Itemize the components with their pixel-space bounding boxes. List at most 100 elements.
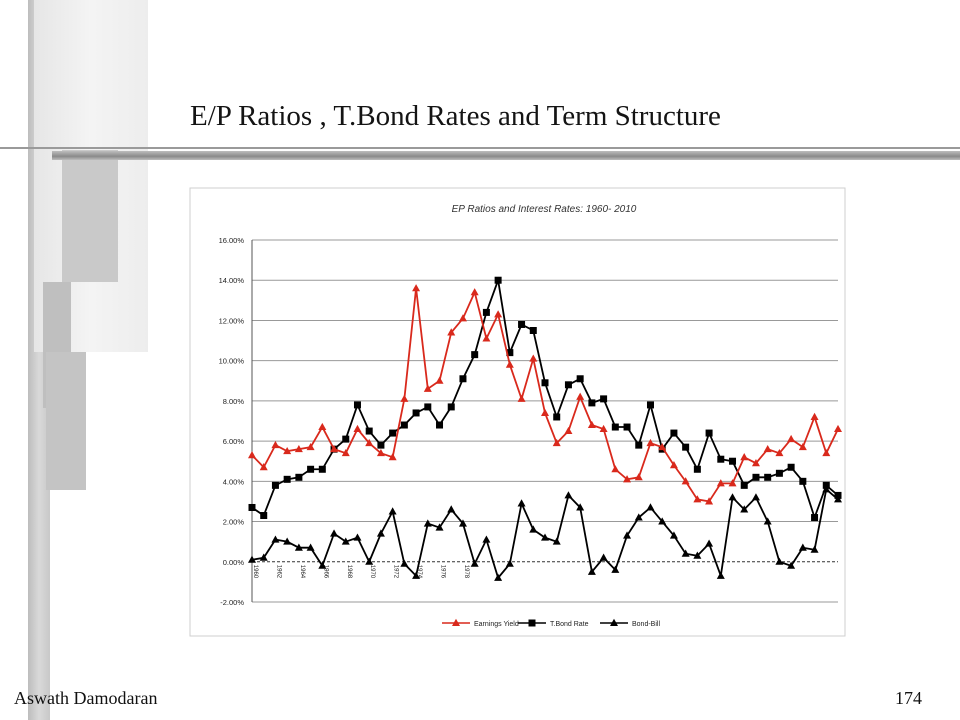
y-tick-label: 16.00% — [219, 236, 245, 245]
data-point-triangle — [505, 360, 514, 368]
data-point-triangle — [564, 491, 573, 499]
data-point-triangle — [470, 288, 479, 296]
deco-block-strip-2 — [46, 352, 86, 490]
data-point-triangle — [529, 525, 538, 533]
data-point-triangle — [248, 450, 256, 459]
data-point-square — [541, 379, 549, 387]
title-rule-thick — [52, 151, 960, 160]
data-point-triangle — [294, 444, 303, 453]
data-point-square — [506, 349, 514, 357]
data-point-square — [447, 403, 455, 411]
data-point-square — [400, 421, 408, 429]
x-tick-label: 1962 — [275, 565, 281, 579]
data-point-square — [518, 320, 526, 328]
x-tick-label: 1974 — [416, 565, 422, 579]
data-point-triangle — [376, 529, 385, 537]
data-point-triangle — [634, 513, 643, 521]
data-point-triangle — [599, 553, 608, 561]
data-point-triangle — [283, 537, 292, 545]
chart-title: EP Ratios and Interest Rates: 1960- 2010 — [452, 204, 637, 215]
data-point-triangle — [587, 420, 596, 429]
data-point-triangle — [447, 328, 456, 336]
data-point-triangle — [775, 448, 784, 457]
data-point-square — [307, 465, 315, 473]
data-point-triangle — [798, 543, 807, 551]
data-point-square — [600, 395, 608, 403]
data-point-triangle — [787, 434, 796, 443]
data-point-triangle — [728, 493, 737, 501]
footer-author: Aswath Damodaran — [14, 688, 158, 708]
data-point-triangle — [517, 394, 526, 402]
data-point-triangle — [388, 453, 397, 461]
data-point-triangle — [763, 444, 772, 453]
data-point-triangle — [740, 453, 749, 461]
data-point-triangle — [623, 475, 632, 483]
data-point-square — [717, 455, 725, 463]
data-point-square — [436, 421, 444, 429]
x-tick-label: 1970 — [369, 565, 375, 579]
data-point-square — [623, 423, 631, 431]
data-point-square — [482, 308, 490, 316]
data-point-triangle — [365, 438, 374, 447]
data-point-square — [752, 473, 760, 481]
data-point-triangle — [306, 543, 315, 551]
data-point-square — [693, 465, 701, 473]
data-point-triangle — [751, 493, 760, 501]
data-point-triangle — [271, 535, 280, 543]
data-point-triangle — [681, 549, 690, 557]
data-point-square — [353, 401, 361, 409]
legend-label: Bond-Bill — [632, 621, 660, 628]
data-point-square — [529, 327, 537, 334]
chart-x-ticks: 1960 1962 1964 1966 1968 1970 1972 1974 1976 1978 — [252, 565, 469, 579]
data-point-triangle — [306, 442, 315, 451]
data-point-triangle — [763, 517, 772, 525]
data-point-triangle — [330, 529, 339, 537]
data-point-triangle — [435, 523, 444, 531]
data-point-triangle — [259, 553, 268, 561]
data-point-triangle — [541, 408, 549, 416]
data-point-triangle — [365, 557, 374, 565]
data-point-square — [787, 463, 795, 471]
data-point-triangle — [634, 473, 643, 481]
data-point-triangle — [482, 334, 491, 342]
data-point-triangle — [576, 503, 585, 511]
data-point-square — [682, 443, 690, 451]
y-tick-label: -2.00% — [220, 598, 244, 607]
data-point-triangle — [693, 495, 702, 503]
data-point-triangle — [834, 424, 842, 433]
data-point-square — [471, 351, 479, 359]
data-point-square — [459, 375, 467, 383]
y-tick-label: 6.00% — [223, 437, 245, 446]
data-point-triangle — [728, 479, 737, 487]
data-point-triangle — [353, 424, 362, 433]
data-point-triangle — [248, 555, 256, 563]
data-point-square — [635, 441, 643, 449]
data-point-triangle — [552, 438, 561, 447]
chart-grid — [251, 239, 838, 603]
data-point-triangle — [400, 559, 409, 567]
title-rule-thin — [0, 147, 960, 149]
data-point-triangle — [435, 376, 444, 384]
data-point-triangle — [330, 444, 339, 453]
data-point-square — [670, 429, 678, 437]
data-point-triangle — [587, 567, 596, 575]
data-point-triangle — [423, 384, 432, 392]
data-point-triangle — [669, 461, 678, 469]
data-point-triangle — [318, 422, 327, 431]
data-point-triangle — [458, 314, 467, 322]
y-tick-label: 8.00% — [223, 397, 245, 406]
data-point-triangle — [412, 571, 421, 579]
x-tick-label: 1968 — [346, 565, 352, 579]
data-point-square — [705, 429, 713, 437]
data-point-square — [412, 409, 420, 417]
data-point-square — [283, 475, 291, 483]
data-point-triangle — [822, 448, 831, 457]
data-point-square — [424, 403, 432, 411]
data-point-square — [389, 429, 397, 437]
data-point-square — [494, 276, 502, 284]
data-point-triangle — [470, 559, 479, 567]
y-tick-label: 14.00% — [219, 276, 245, 285]
data-point-triangle — [705, 497, 714, 505]
data-point-square — [295, 473, 303, 481]
